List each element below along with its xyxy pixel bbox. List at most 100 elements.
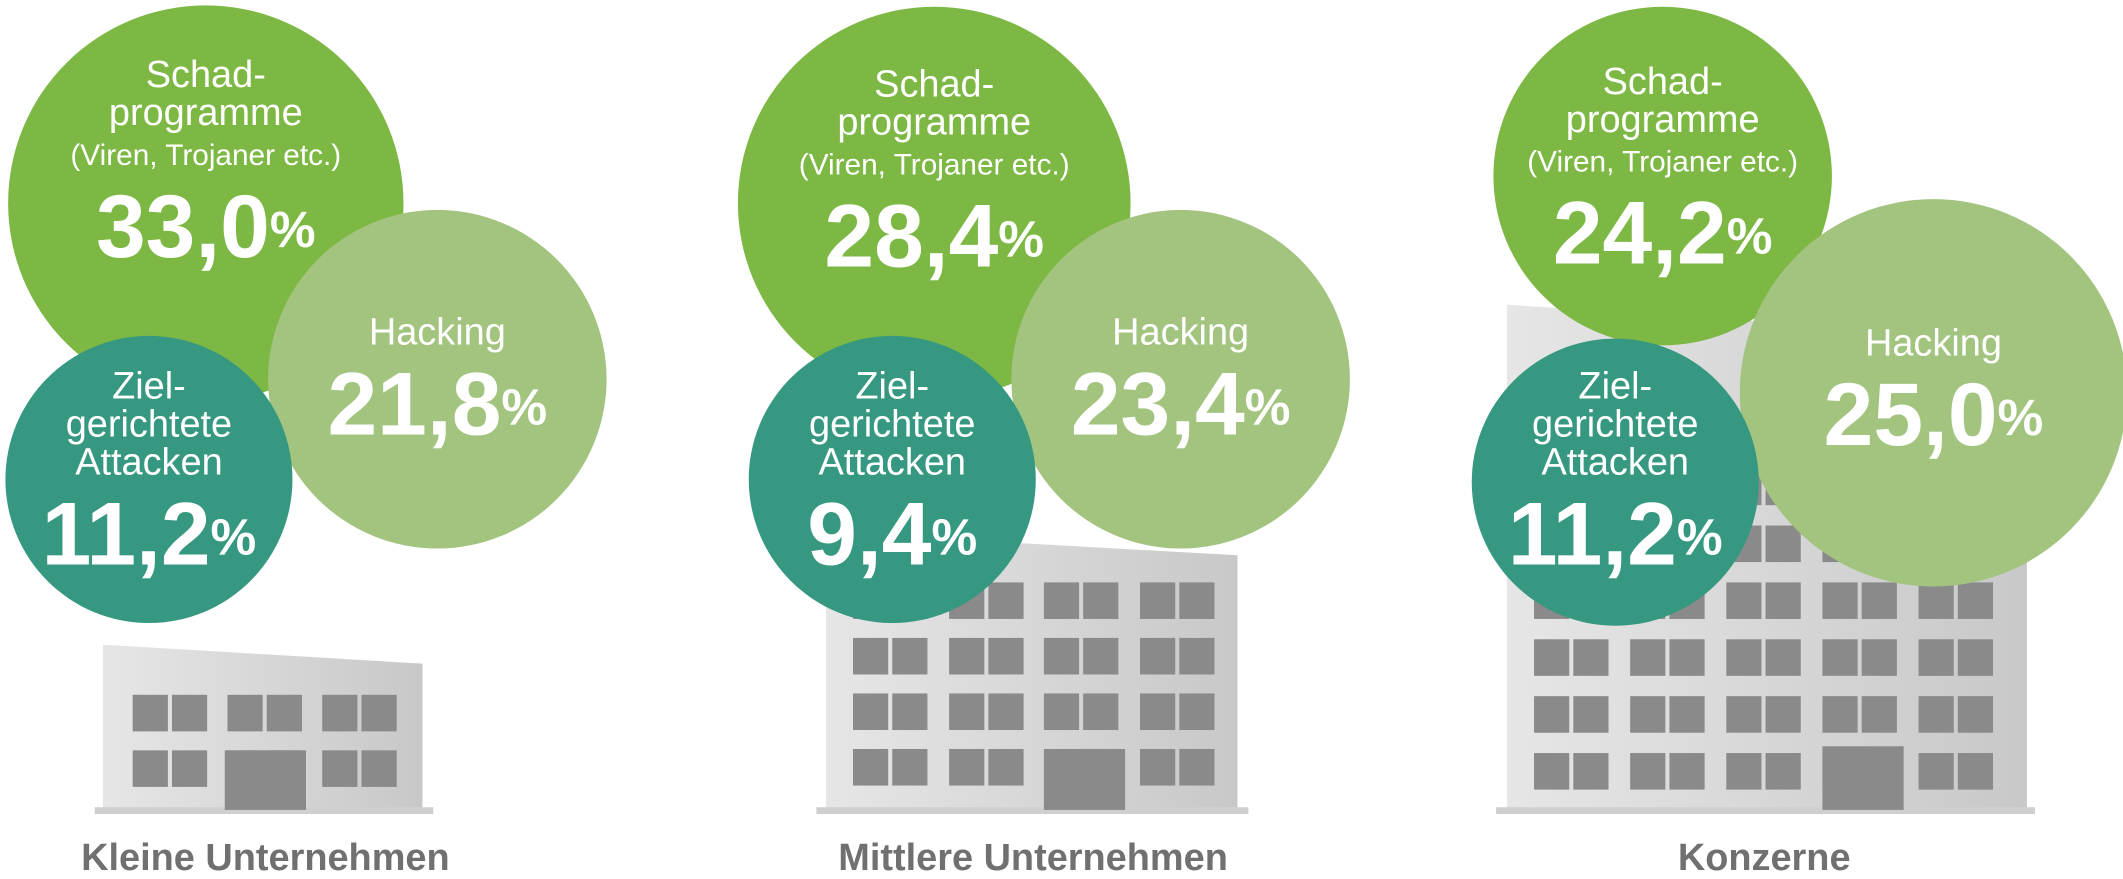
bubble (1493, 6, 1832, 346)
bubble (1739, 199, 2123, 587)
window (1630, 639, 1666, 676)
category-label: Mittlere Unternehmen (838, 837, 1228, 879)
bubble-label: Ziel- (112, 366, 186, 408)
window (1918, 753, 1954, 790)
window (1573, 639, 1609, 676)
window (1573, 753, 1609, 790)
bubble-label: Schad- (874, 64, 994, 106)
window (1765, 639, 1801, 676)
window (1630, 753, 1666, 790)
value-label: 28,4% (824, 185, 1044, 285)
bubble-label: (Viren, Trojaner etc.) (70, 139, 341, 172)
window (361, 694, 397, 732)
value-number: 24,2 (1553, 182, 1727, 282)
window (322, 694, 358, 732)
value-number: 21,8 (328, 353, 502, 453)
window (988, 748, 1024, 786)
window (171, 694, 208, 732)
bubble-label: programme (837, 102, 1031, 144)
door (224, 750, 306, 810)
value-number: 33,0 (96, 176, 270, 276)
window (1179, 748, 1215, 786)
window (852, 637, 889, 675)
bubble-label: Attacken (819, 442, 966, 484)
value-label: 33,0% (96, 176, 316, 276)
window (361, 750, 397, 787)
bubble-label: programme (1566, 99, 1760, 141)
window (1822, 639, 1858, 676)
bubble-label: Hacking (1112, 312, 1249, 354)
window (1957, 696, 1994, 733)
window (1043, 693, 1080, 731)
window (1957, 753, 1994, 790)
window (892, 748, 928, 786)
bubble-label: gerichtete (809, 404, 975, 446)
window (1534, 753, 1570, 790)
bubble-label: gerichtete (66, 404, 232, 446)
window (132, 694, 168, 732)
window (132, 750, 168, 787)
bubbles: Schad-programme (Viren, Trojaner etc.) 33,… (5, 5, 2123, 626)
window (892, 693, 928, 731)
window (1083, 693, 1119, 731)
bubble (1011, 209, 1350, 549)
window (1179, 637, 1215, 675)
bubble-label: Hacking (1865, 322, 2002, 364)
value-label: 11,2% (1508, 483, 1723, 583)
value-unit: % (501, 377, 547, 435)
value-unit: % (270, 200, 316, 258)
bubble (268, 209, 607, 549)
window (1765, 753, 1801, 790)
window (1765, 696, 1801, 733)
window (1822, 696, 1858, 733)
window (949, 693, 985, 731)
value-number: 9,4 (807, 483, 932, 583)
bubble-label: Attacken (1542, 442, 1689, 484)
value-number: 25,0 (1824, 364, 1998, 464)
window (1726, 753, 1762, 790)
window (1726, 696, 1762, 733)
window (1083, 637, 1119, 675)
value-unit: % (1998, 388, 2044, 446)
bubble-label: Ziel- (1578, 366, 1652, 408)
window (949, 637, 985, 675)
window (1765, 582, 1801, 619)
door (1822, 746, 1904, 810)
door (1043, 748, 1126, 810)
window (1534, 696, 1570, 733)
value-unit: % (998, 209, 1044, 267)
window (1140, 748, 1176, 786)
bubble-label: Attacken (75, 442, 222, 484)
window (227, 694, 263, 732)
value-unit: % (1245, 377, 1291, 435)
window (1918, 639, 1954, 676)
window (988, 582, 1024, 619)
bubble-label: gerichtete (1532, 404, 1698, 446)
category-labels: Kleine Unternehmen Mittlere Unternehmen Ko… (81, 837, 1850, 879)
window (1083, 582, 1119, 619)
window (1534, 639, 1570, 676)
building-base (94, 807, 434, 814)
value-number: 11,2 (42, 483, 211, 583)
value-number: 11,2 (1508, 483, 1677, 583)
window (1957, 582, 1994, 619)
value-label: 9,4% (807, 483, 977, 583)
window (988, 637, 1024, 675)
window (1043, 637, 1080, 675)
window (892, 637, 928, 675)
window (988, 693, 1024, 731)
window (1179, 582, 1215, 619)
window (1726, 639, 1762, 676)
window (1043, 582, 1080, 619)
window (266, 694, 302, 732)
bubble-label: (Viren, Trojaner etc.) (1527, 146, 1798, 179)
window (1861, 696, 1897, 733)
bubble (748, 335, 1036, 624)
bubble-label: Hacking (369, 312, 506, 354)
window (1765, 525, 1801, 563)
bubble-label: Ziel- (855, 366, 929, 408)
value-unit: % (931, 507, 977, 565)
value-label: 11,2% (42, 483, 257, 583)
value-label: 24,2% (1553, 182, 1773, 282)
window (1669, 753, 1705, 790)
